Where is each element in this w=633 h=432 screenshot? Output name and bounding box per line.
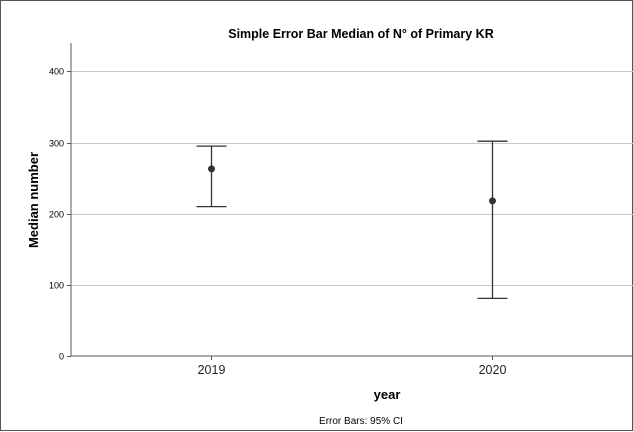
error-bars xyxy=(196,140,508,300)
median-point-2019 xyxy=(208,165,215,173)
axes xyxy=(70,43,633,357)
x-axis-label: year xyxy=(374,387,401,402)
chart-title: Simple Error Bar Median of N° of Primary… xyxy=(228,27,493,41)
y-tick-label: 100 xyxy=(49,281,64,291)
error-bars-footnote: Error Bars: 95% CI xyxy=(319,416,403,427)
median-point-2020 xyxy=(489,197,496,205)
y-axis-label: Median number xyxy=(26,152,41,248)
y-tick-label: 200 xyxy=(49,210,64,220)
x-tick-label: 2020 xyxy=(479,363,507,377)
y-tick-label: 400 xyxy=(49,67,64,77)
y-tick-label: 300 xyxy=(49,139,64,149)
x-tick-label: 2019 xyxy=(198,363,226,377)
gridlines xyxy=(71,71,633,286)
x-tick-labels: 2019 2020 xyxy=(198,356,507,377)
y-tick-label: 0 xyxy=(59,352,64,362)
y-tick-labels: 0 100 200 300 400 xyxy=(49,67,71,362)
